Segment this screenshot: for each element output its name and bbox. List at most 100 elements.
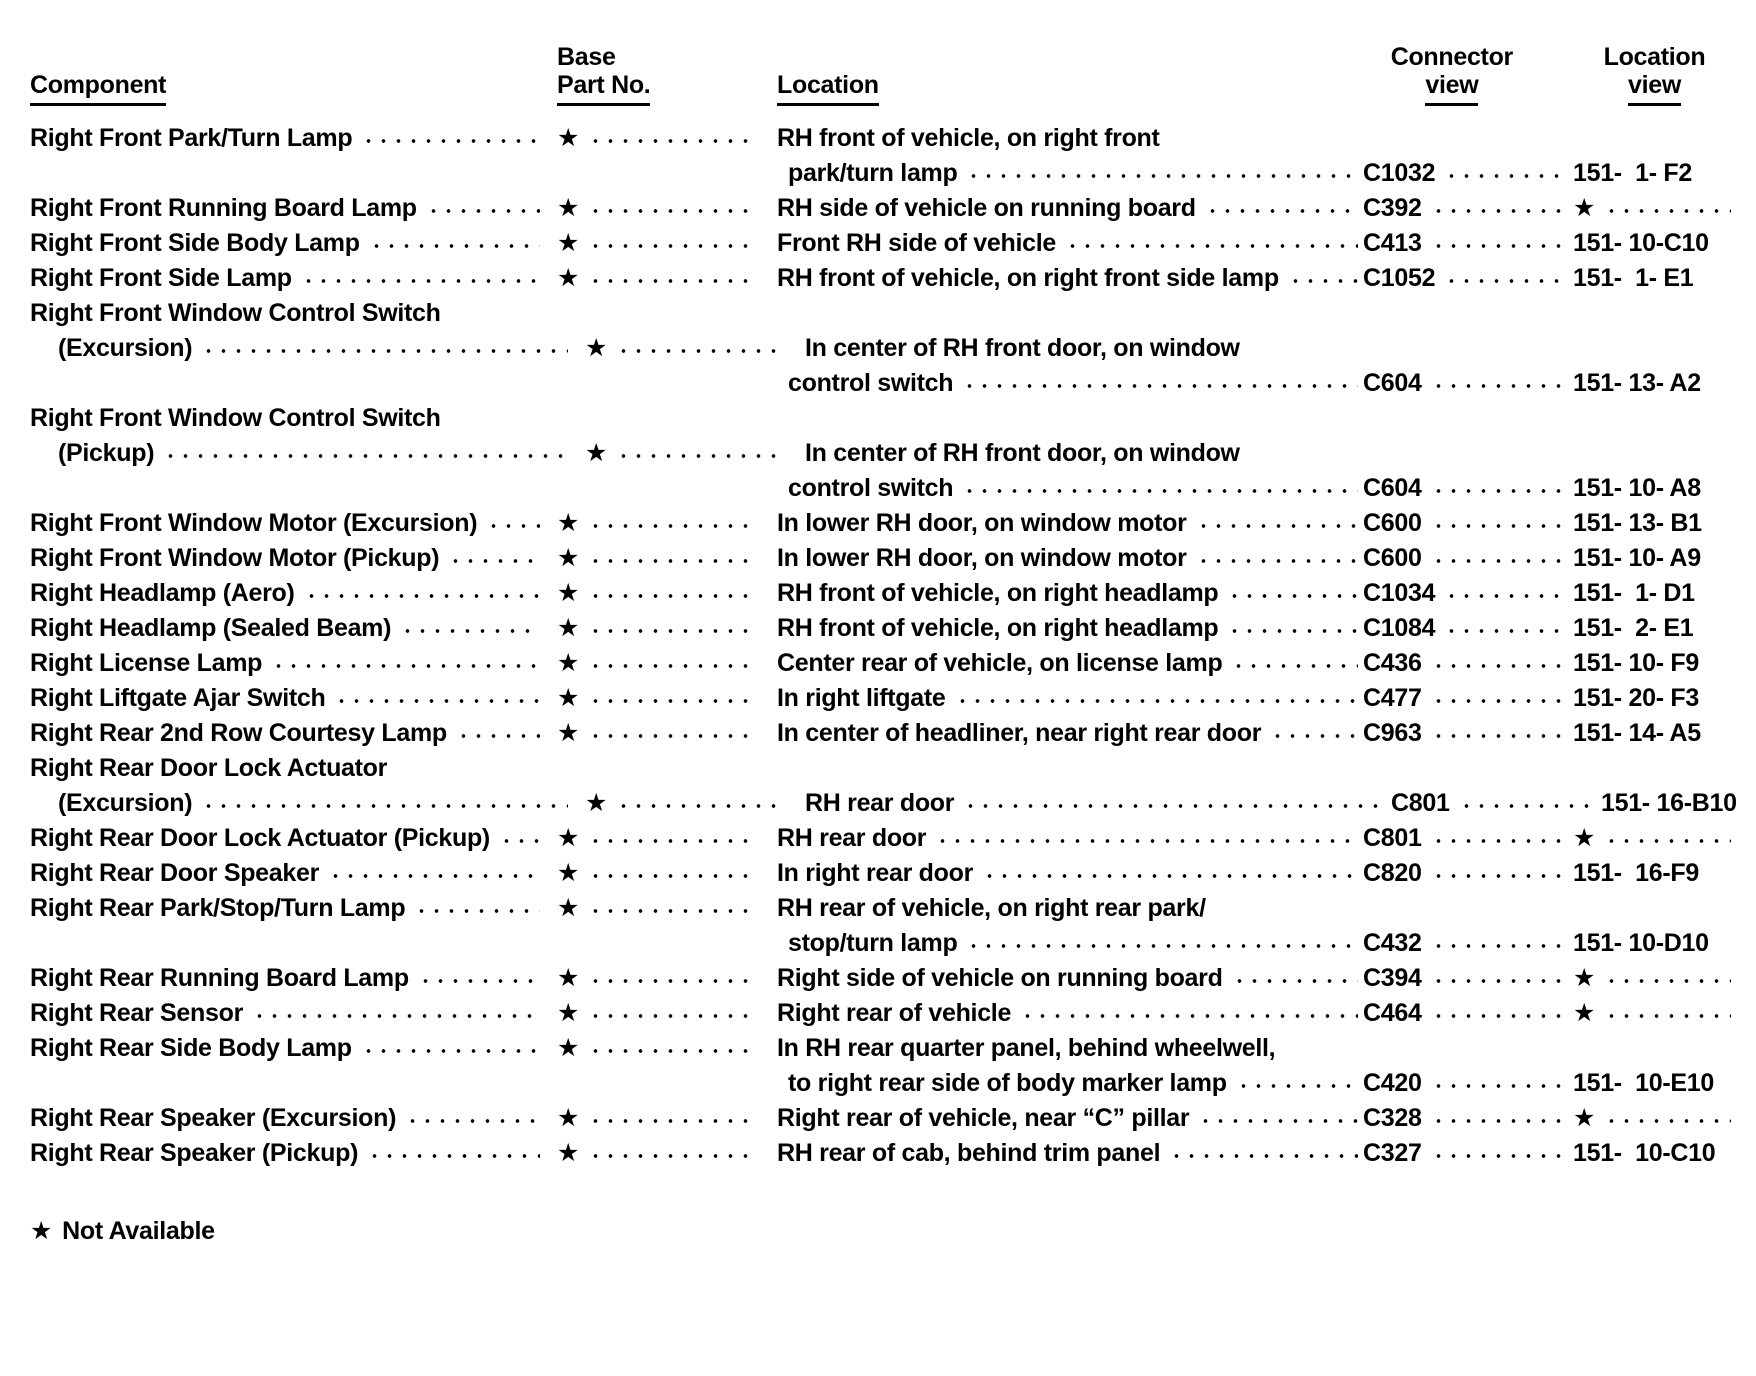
component-text: Right Front Window Motor (Excursion) bbox=[30, 508, 478, 537]
table-row-line: (Excursion) ★ RH rear door C801 151- 16-B10 bbox=[30, 781, 1756, 816]
dot-leader bbox=[1018, 999, 1358, 1026]
connector-code: C820 bbox=[1363, 858, 1422, 887]
component-cell: Right Rear Side Body Lamp bbox=[30, 1034, 545, 1061]
dot-leader bbox=[326, 859, 540, 886]
dot-leader bbox=[961, 789, 1386, 816]
location-text: Center rear of vehicle, on license lamp bbox=[777, 648, 1223, 677]
component-text: Right Front Window Control Switch bbox=[30, 403, 441, 432]
header-connector-cell: Connector view bbox=[1363, 43, 1573, 106]
location-text: In right rear door bbox=[777, 858, 974, 887]
not-available-star-icon: ★ bbox=[557, 648, 580, 677]
base-part-no-cell: ★ bbox=[545, 718, 763, 747]
base-part-no-cell: ★ bbox=[545, 1034, 763, 1061]
connector-code: C1034 bbox=[1363, 578, 1436, 607]
location-cell: In center of headliner, near right rear … bbox=[763, 718, 1363, 747]
dot-leader bbox=[199, 789, 568, 816]
dot-leader bbox=[1229, 649, 1358, 676]
component-cell: Right Front Window Motor (Excursion) bbox=[30, 508, 545, 537]
location-cell: In lower RH door, on window motor bbox=[763, 544, 1363, 571]
base-part-no-cell: ★ bbox=[545, 614, 763, 641]
connector-view-cell: C820 bbox=[1363, 858, 1573, 887]
base-part-no-cell: ★ bbox=[573, 788, 791, 817]
component-text: Right Front Running Board Lamp bbox=[30, 193, 417, 222]
footnote: ★ Not Available bbox=[30, 1216, 1756, 1246]
dot-leader bbox=[358, 1034, 540, 1061]
location-text: Right side of vehicle on running board bbox=[777, 963, 1223, 992]
table-row-line: Right Rear Side Body Lamp ★ In RH rear qua… bbox=[30, 1026, 1756, 1061]
connector-code: C327 bbox=[1363, 1138, 1422, 1167]
location-view-cell: 151- 13- B1 bbox=[1573, 509, 1756, 536]
dot-leader bbox=[586, 544, 758, 571]
connector-view-cell: C432 bbox=[1363, 929, 1573, 956]
component-cell: Right Front Window Control Switch bbox=[30, 403, 545, 432]
star-icon: ★ bbox=[30, 1217, 53, 1245]
not-available-star-icon: ★ bbox=[557, 963, 580, 992]
location-view-cell: 151- 1- D1 bbox=[1573, 579, 1756, 606]
component-text: Right Rear 2nd Row Courtesy Lamp bbox=[30, 718, 447, 747]
dot-leader bbox=[614, 439, 786, 466]
location-view-ref: 151- 10-C10 bbox=[1573, 228, 1709, 257]
dot-leader bbox=[586, 229, 758, 256]
location-text: In center of headliner, near right rear … bbox=[777, 718, 1262, 747]
component-cell: Right Front Window Control Switch bbox=[30, 299, 545, 326]
table-row-line: (Excursion) ★ In center of RH front door, … bbox=[30, 326, 1756, 361]
location-text: RH front of vehicle, on right front side… bbox=[777, 263, 1279, 292]
not-available-star-icon: ★ bbox=[557, 228, 580, 257]
dot-leader bbox=[1428, 999, 1568, 1026]
table-row-line: Right Rear Door Lock Actuator (Pickup) ★ R… bbox=[30, 816, 1756, 851]
table-row-line: Right License Lamp ★ Center rear of vehicl… bbox=[30, 641, 1756, 676]
location-cell: RH front of vehicle, on right front bbox=[763, 124, 1363, 151]
base-part-no-cell: ★ bbox=[545, 999, 763, 1026]
location-view-ref: 151- 16-B10 bbox=[1601, 788, 1737, 817]
dot-leader bbox=[1225, 614, 1358, 641]
not-available-star-icon: ★ bbox=[585, 788, 608, 817]
not-available-star-icon: ★ bbox=[1573, 823, 1596, 852]
location-view-cell: 151- 10-E10 bbox=[1573, 1069, 1756, 1096]
location-view-cell: 151- 2- E1 bbox=[1573, 614, 1756, 641]
table-row-line: Right Rear Door Lock Actuator bbox=[30, 746, 1756, 781]
connector-code: C477 bbox=[1363, 683, 1422, 712]
dot-leader bbox=[412, 894, 540, 921]
connector-view-cell: C394 bbox=[1363, 964, 1573, 991]
table-row-line: Right Headlamp (Aero) ★ RH front of vehicl… bbox=[30, 571, 1756, 606]
connector-view-cell: C328 bbox=[1363, 1104, 1573, 1131]
dot-leader bbox=[960, 369, 1358, 396]
not-available-star-icon: ★ bbox=[557, 193, 580, 222]
location-text: to right rear side of body marker lamp bbox=[788, 1068, 1227, 1097]
connector-view-cell: C477 bbox=[1363, 683, 1573, 712]
connector-view-cell: C436 bbox=[1363, 649, 1573, 676]
dot-leader bbox=[1268, 719, 1358, 746]
location-view-cell: ★ bbox=[1573, 823, 1756, 852]
base-part-no-cell: ★ bbox=[545, 579, 763, 606]
component-cell: Right Rear Sensor bbox=[30, 999, 545, 1026]
dot-leader bbox=[1196, 1104, 1358, 1131]
not-available-star-icon: ★ bbox=[1573, 963, 1596, 992]
location-view-cell: 151- 10-C10 bbox=[1573, 1139, 1756, 1166]
not-available-star-icon: ★ bbox=[557, 858, 580, 887]
location-cell: In RH rear quarter panel, behind wheelwe… bbox=[763, 1034, 1363, 1061]
connector-code: C1084 bbox=[1363, 613, 1436, 642]
location-text: In right liftgate bbox=[777, 683, 946, 712]
connector-view-cell: C963 bbox=[1363, 719, 1573, 746]
location-cell: In right liftgate bbox=[763, 683, 1363, 712]
location-view-cell: 151- 14- A5 bbox=[1573, 719, 1756, 746]
dot-leader bbox=[1428, 509, 1568, 536]
dot-leader bbox=[1428, 824, 1568, 851]
dot-leader bbox=[1233, 1069, 1358, 1096]
dot-leader bbox=[586, 964, 758, 991]
not-available-star-icon: ★ bbox=[557, 718, 580, 747]
dot-leader bbox=[359, 124, 540, 151]
location-view-cell: 151- 10-D10 bbox=[1573, 929, 1756, 956]
footnote-text: Not Available bbox=[62, 1217, 215, 1245]
location-text: RH front of vehicle, on right headlamp bbox=[777, 578, 1219, 607]
location-view-cell: 151- 16-F9 bbox=[1573, 859, 1756, 886]
table-row-line: Right Rear Speaker (Pickup) ★ RH rear of c… bbox=[30, 1131, 1756, 1166]
connector-code: C801 bbox=[1391, 788, 1450, 817]
dot-leader bbox=[1428, 929, 1568, 956]
dot-leader bbox=[1225, 579, 1358, 606]
dot-leader bbox=[161, 439, 568, 466]
base-part-no-cell: ★ bbox=[545, 1104, 763, 1131]
location-view-cell: ★ bbox=[1573, 963, 1756, 992]
location-cell: control switch bbox=[763, 369, 1363, 396]
